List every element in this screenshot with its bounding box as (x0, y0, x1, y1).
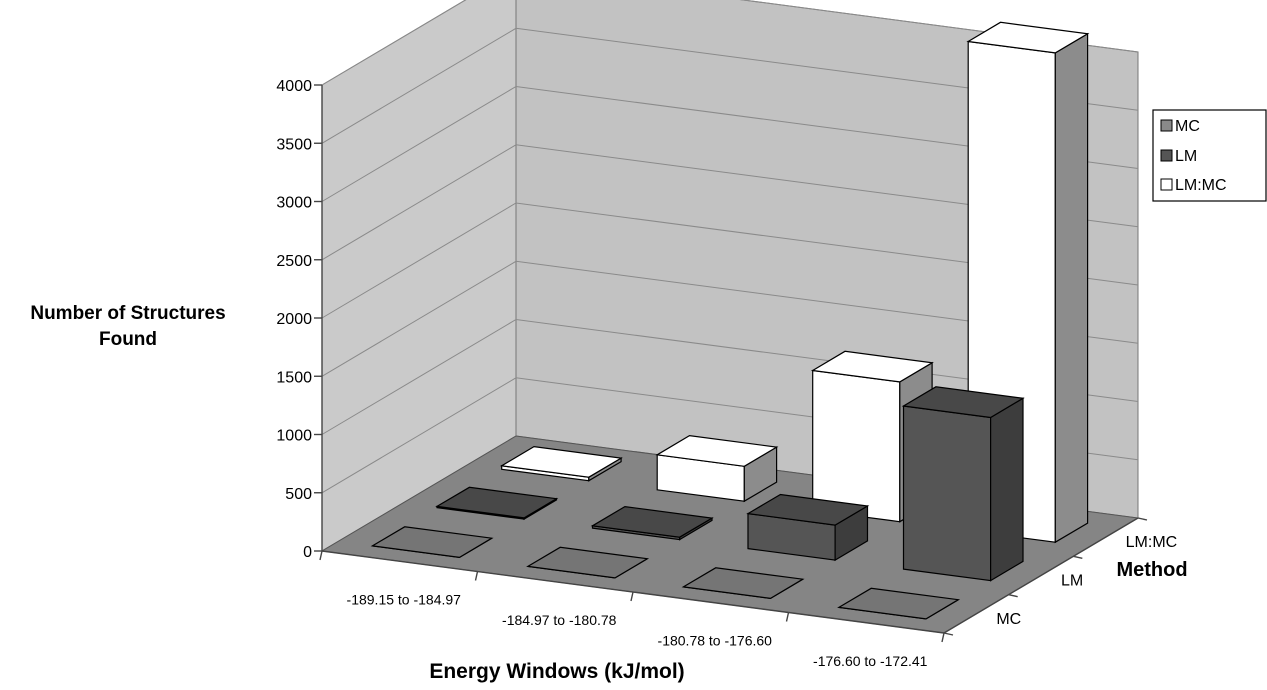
grid-lines (321, 0, 1139, 494)
bar-top-face (746, 493, 870, 526)
y-axis-title-line1: Number of Structures (30, 303, 225, 324)
depth-tick (1073, 555, 1083, 560)
y-tick-label: 2500 (276, 253, 312, 270)
bar-mc-2 (526, 546, 650, 579)
bar-side-face (989, 397, 1024, 582)
depth-tick-label: LM (1061, 573, 1083, 590)
bar-lm-2 (590, 505, 714, 541)
x-tick (319, 550, 323, 561)
bar-top-face (837, 587, 961, 620)
bar-lmmc-2 (655, 434, 779, 503)
bars (370, 21, 1090, 620)
y-tick-label: 4000 (276, 78, 312, 95)
gridline (321, 260, 1139, 377)
x-tick-label: -189.15 to -184.97 (347, 591, 462, 607)
x-tick (630, 591, 634, 602)
depth-tick-label: MC (996, 611, 1021, 628)
depth-tick-label: LM:MC (1126, 534, 1178, 551)
legend-item-lm: LM (1160, 148, 1197, 165)
bar-top-face (901, 386, 1025, 419)
legend-swatch-mc (1160, 119, 1173, 132)
x-axis-title: Energy Windows (kJ/mol) (429, 660, 684, 683)
depth-axis-line (943, 517, 1139, 634)
legend-item-mc: MC (1160, 118, 1200, 135)
y-tick-label: 3000 (276, 195, 312, 212)
x-tick-label: -176.60 to -172.41 (813, 653, 928, 669)
gridline (321, 85, 1139, 202)
gridline (321, 144, 1139, 261)
legend-label-lm: LM (1175, 148, 1197, 165)
bar-lm-3 (746, 493, 870, 562)
bar-top-face (590, 505, 714, 538)
bar-lmmc-1 (499, 445, 623, 482)
bar-lm-1 (435, 486, 559, 521)
legend-item-lmmc: LM:MC (1160, 177, 1227, 194)
x-tick-label: -184.97 to -180.78 (502, 612, 617, 628)
legend-swatch-lmmc (1160, 178, 1173, 191)
bar-side-face (1054, 32, 1089, 544)
bar-mc-3 (681, 567, 805, 600)
bar-front-face (812, 369, 901, 523)
y-tick-label: 1000 (276, 428, 312, 445)
z-axis-title: Method (1116, 559, 1187, 581)
axis-labels: 0 500 1000 1500 2000 2500 3000 3500 4000 -189.15 … (276, 78, 1177, 669)
bar-top-face (499, 445, 623, 478)
bar-front-face (902, 405, 992, 582)
y-tick-label: 1500 (276, 369, 312, 386)
bar-top-face (655, 434, 779, 467)
y-tick-label: 2000 (276, 311, 312, 328)
x-tick (474, 571, 479, 581)
bar-top-face (681, 567, 805, 600)
bar-top-face (370, 526, 494, 559)
y-tick-label: 0 (303, 544, 312, 561)
y-tick-label: 500 (285, 486, 312, 503)
gridline (321, 202, 1139, 319)
gridline (321, 0, 1139, 86)
legend-swatch-lm (1160, 149, 1173, 162)
bar-top-face (435, 486, 559, 519)
legend: MC LM LM:MC (1152, 109, 1267, 202)
depth-tick (943, 632, 954, 636)
bar-top-face (526, 546, 650, 579)
axes (314, 84, 1148, 643)
y-tick-label: 3500 (276, 136, 312, 153)
legend-label-lmmc: LM:MC (1175, 177, 1227, 194)
bar-mc-4 (837, 587, 961, 620)
bar-top-face (810, 350, 934, 383)
gridline (321, 27, 1139, 144)
y-axis-title-line2: Found (99, 329, 157, 350)
bar-lm-4 (901, 386, 1025, 582)
depth-tick (1137, 517, 1148, 521)
depth-tick (1008, 593, 1018, 598)
bar-top-face (966, 21, 1090, 54)
legend-label-mc: MC (1175, 118, 1200, 135)
x-tick-label: -180.78 to -176.60 (658, 632, 773, 648)
bar-mc-1 (370, 526, 494, 559)
x-tick (785, 612, 790, 622)
x-tick (941, 632, 945, 643)
